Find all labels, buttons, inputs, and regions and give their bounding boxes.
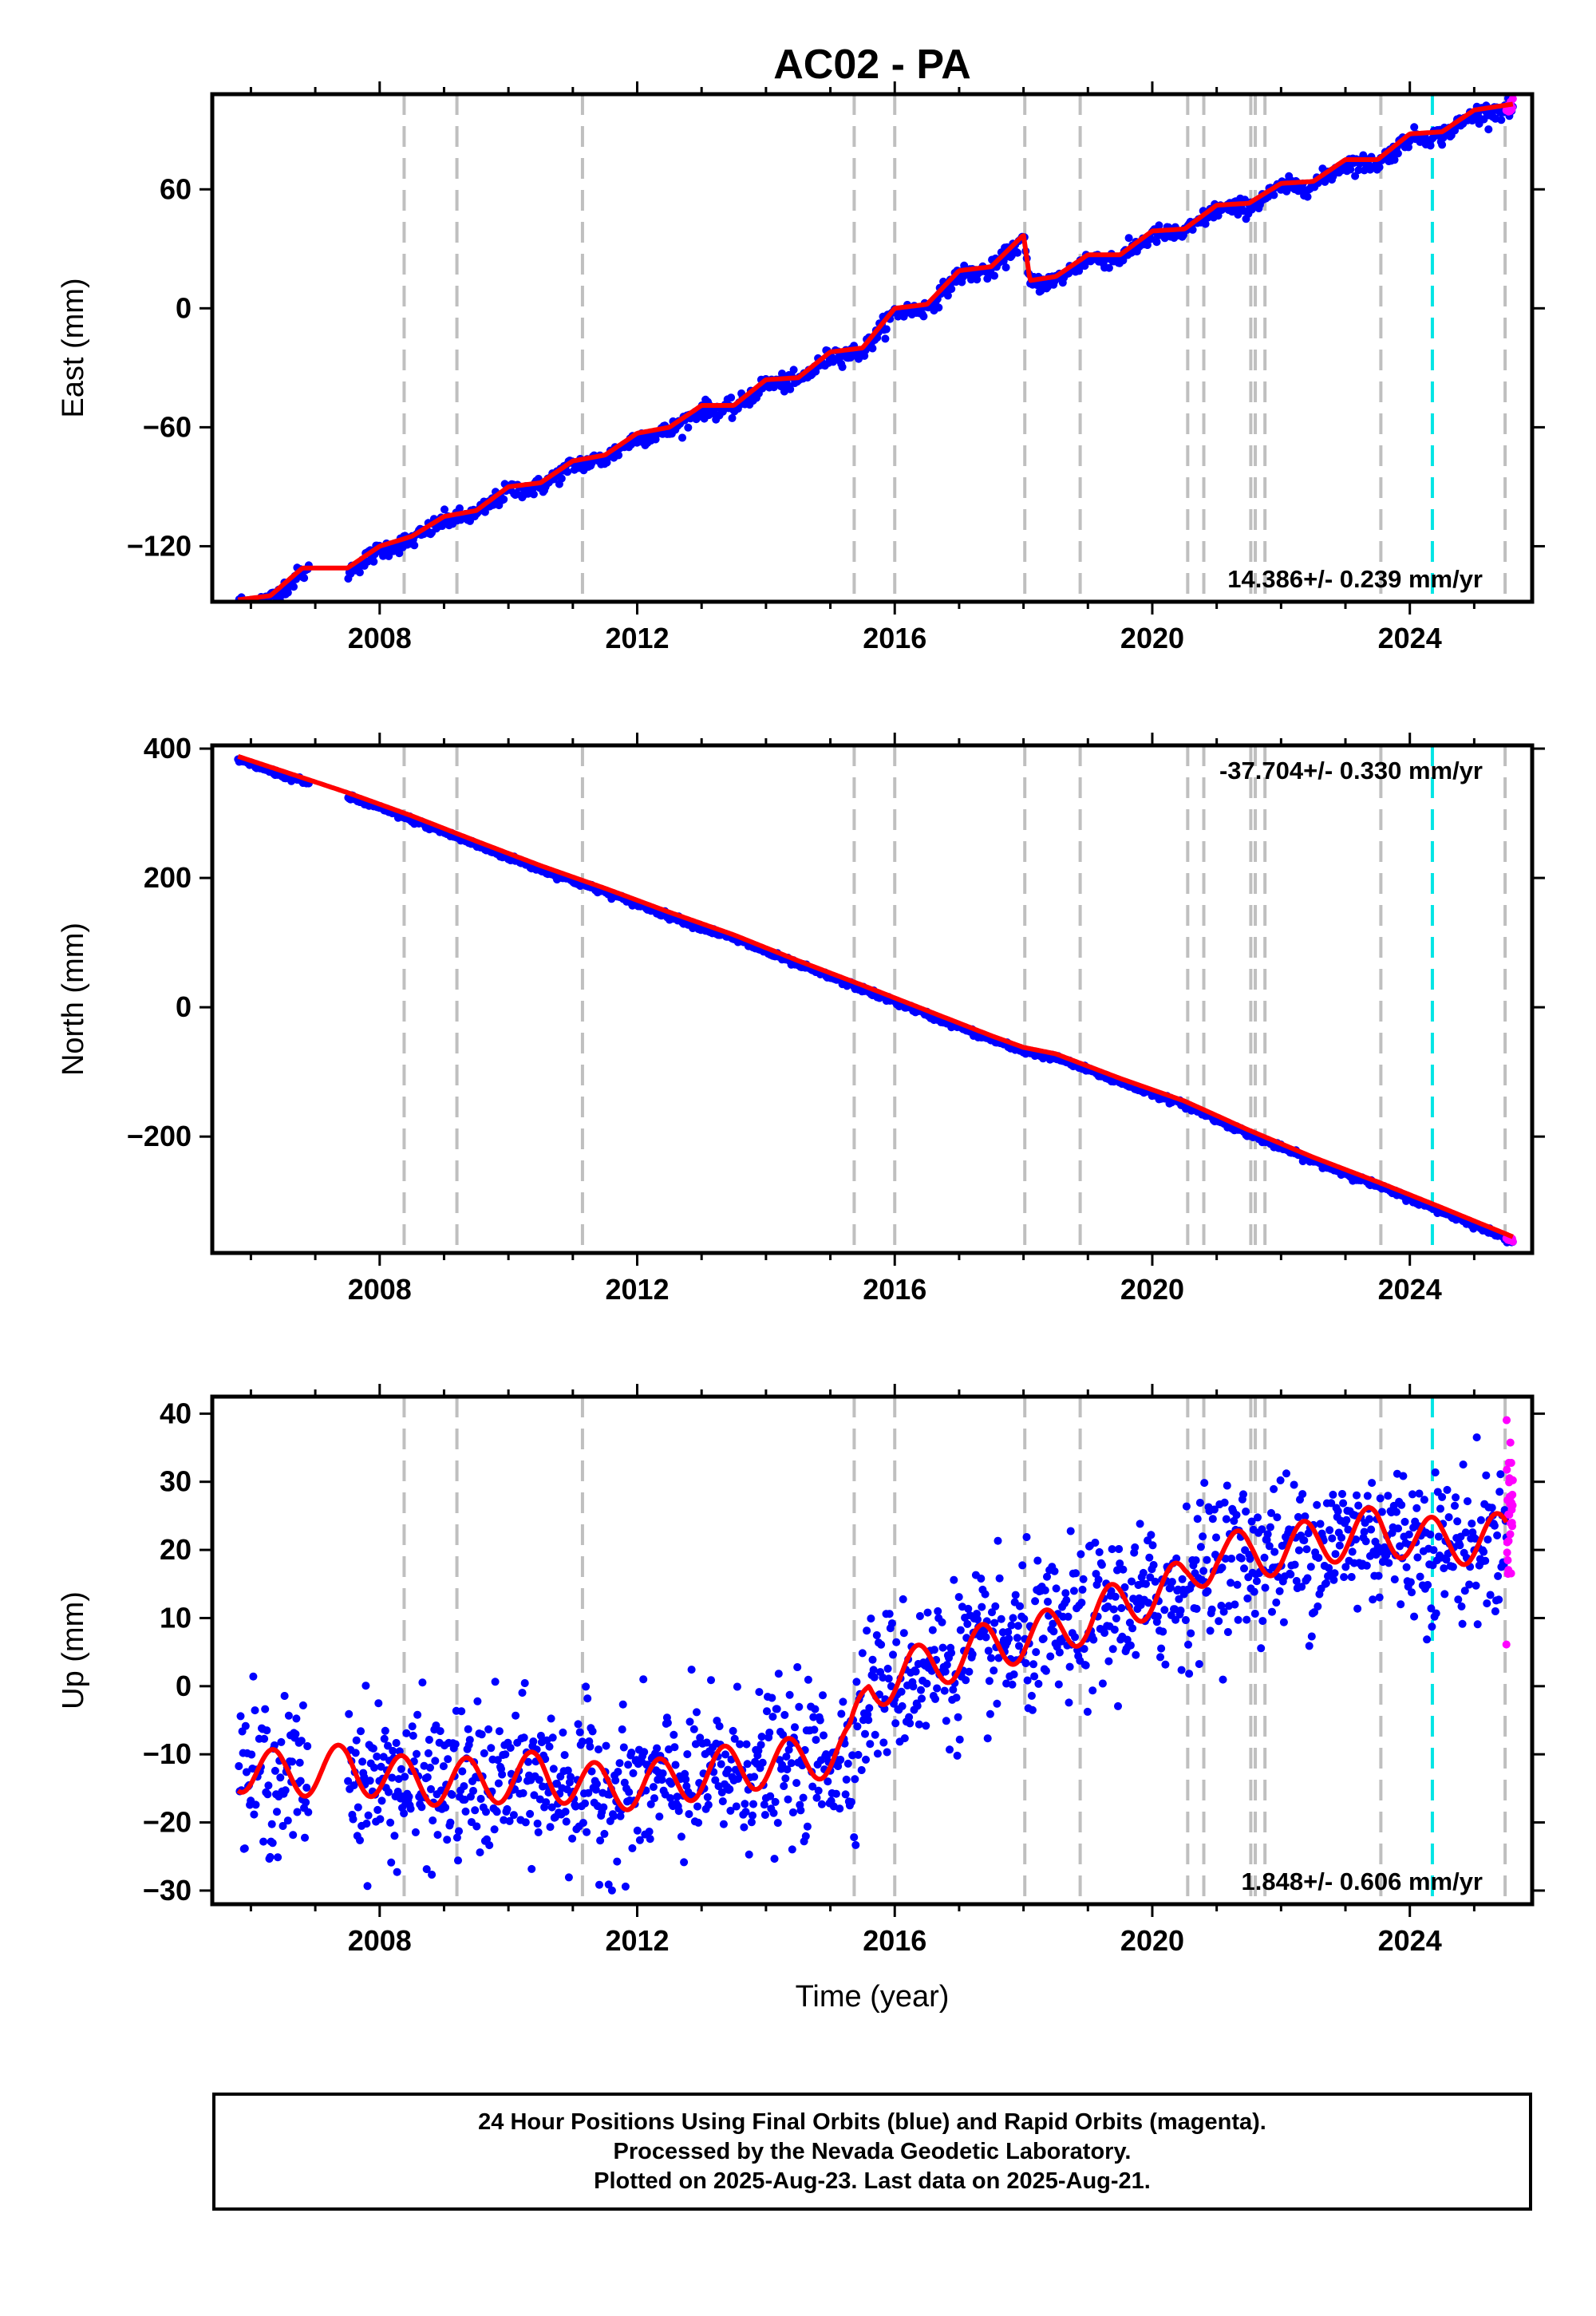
y-tick-label: −200 [127,1120,192,1152]
north-rate-label: -37.704+/- 0.330 mm/yr [1219,757,1483,785]
east-model-fit-line [237,101,1514,602]
up-plot-frame [210,1394,1535,1907]
y-tick-label: −60 [143,410,192,443]
x-tick-label: 2008 [348,1273,412,1306]
x-tick-label: 2016 [863,1273,926,1306]
x-tick-label: 2024 [1378,1924,1442,1957]
x-tick-label: 2008 [348,1924,412,1957]
north-panel: 2008 2012 2016 2020 2024 −200 0 200 400 North (mm… [57,732,1545,1306]
north-y-axis-label: North (mm) [57,923,90,1076]
east-plot-frame [210,92,1535,604]
east-panel: 2008 2012 2016 2020 2024 −120 −60 0 60 East (mm) 1… [57,81,1545,654]
figure-title: AC02 - PA [773,41,971,88]
x-tick-label: 2016 [863,1924,926,1957]
y-tick-label: 0 [176,291,192,324]
y-tick-label: −120 [127,529,192,562]
north-data-points [234,755,1517,1247]
north-event-lines [402,745,1507,1253]
up-rate-label: 1.848+/- 0.606 mm/yr [1242,1867,1483,1895]
north-plot-frame [210,743,1535,1255]
x-tick-label: 2012 [605,622,669,654]
north-rapid-orbit-points [1502,1234,1517,1246]
x-tick-label: 2008 [348,622,412,654]
up-y-axis-label: Up (mm) [57,1591,90,1709]
x-tick-label: 2012 [605,1273,669,1306]
up-event-lines [402,1397,1507,1904]
y-tick-label: 60 [160,172,192,205]
footer-box: 24 Hour Positions Using Final Orbits (bl… [212,2093,1532,2211]
north-final-orbit-points [234,755,1517,1247]
north-model-fit-line [237,753,1514,1239]
x-tick-label: 2024 [1378,1273,1442,1306]
y-tick-label: −20 [143,1806,192,1839]
x-tick-label: 2012 [605,1924,669,1957]
y-tick-label: 10 [160,1601,192,1634]
up-rapid-orbit-points [1502,1416,1517,1649]
east-rate-label: 14.386+/- 0.239 mm/yr [1227,565,1483,593]
y-tick-label: 30 [160,1465,192,1498]
x-tick-label: 2020 [1120,1273,1184,1306]
x-tick-label: 2016 [863,622,926,654]
y-tick-label: 200 [144,861,192,894]
up-model-fit-line [236,1505,1509,1812]
x-axis-label: Time (year) [796,1980,950,2014]
x-tick-label: 2020 [1120,1924,1184,1957]
east-y-axis-label: East (mm) [57,278,90,417]
y-tick-label: 20 [160,1533,192,1566]
footer-line-1: 24 Hour Positions Using Final Orbits (bl… [478,2109,1266,2135]
up-panel: 2008 2012 2016 2020 2024 −30 −20 −10 0 10 20 30 40 Up… [57,1384,1545,2014]
footer-line-3: Plotted on 2025-Aug-23. Last data on 202… [594,2168,1151,2194]
y-tick-label: −30 [143,1874,192,1907]
x-tick-label: 2024 [1378,622,1442,654]
y-tick-label: 0 [176,990,192,1023]
footer-line-2: Processed by the Nevada Geodetic Laborat… [613,2138,1132,2164]
y-tick-label: 400 [144,732,192,765]
up-data-points [235,1416,1517,1895]
y-tick-label: 40 [160,1397,192,1429]
y-tick-label: 0 [176,1670,192,1702]
x-tick-label: 2020 [1120,622,1184,654]
up-final-orbit-points [235,1433,1511,1895]
y-tick-label: −10 [143,1737,192,1770]
